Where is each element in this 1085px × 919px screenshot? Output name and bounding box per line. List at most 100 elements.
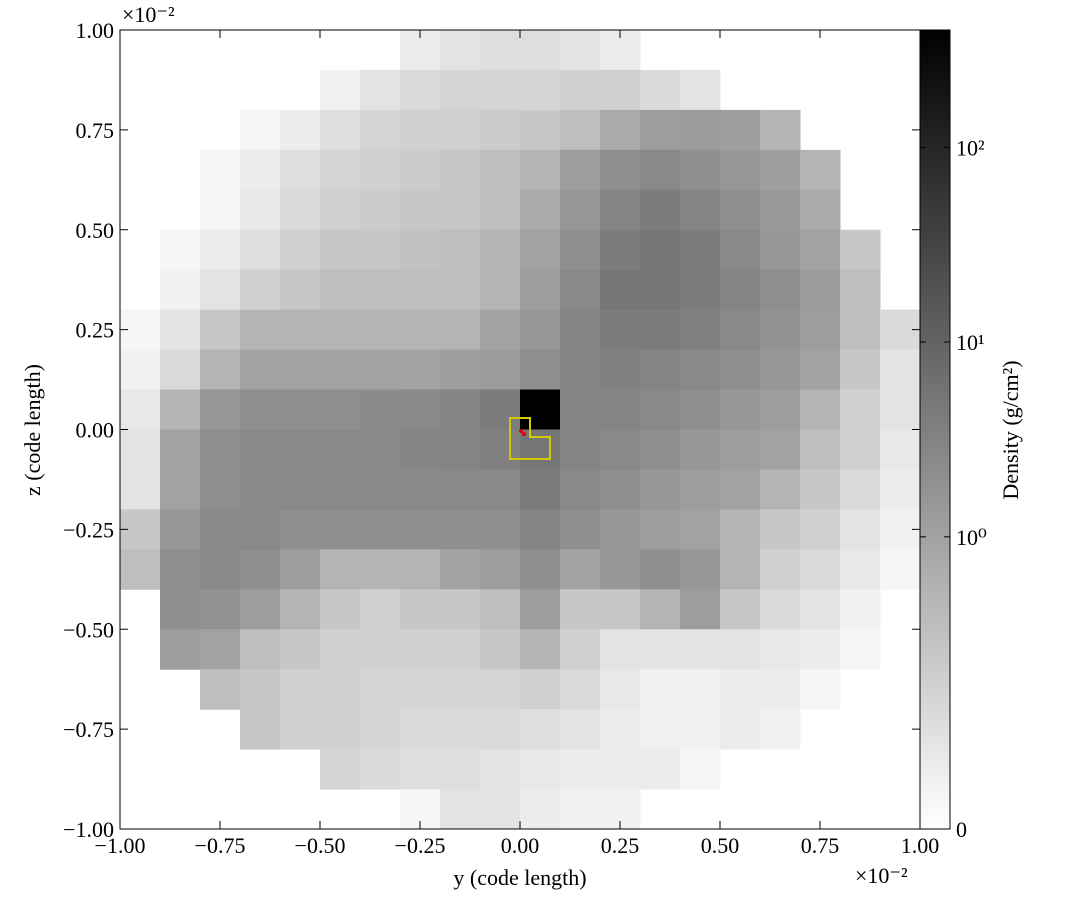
cell [520,549,561,590]
cell [680,749,721,790]
x-tick-label: 1.00 [901,833,940,858]
cell [520,229,561,271]
cell [640,269,681,311]
cell [720,589,761,630]
cell [800,349,841,391]
cell [200,429,241,470]
cell [320,509,361,550]
cell [640,429,681,470]
cell [400,309,441,351]
cell [280,229,321,271]
cell [720,549,761,590]
cell [320,429,361,470]
colorbar-tick-label: 10⁰ [956,525,987,550]
cell [560,309,601,351]
cell [320,149,361,191]
cell [240,429,281,470]
cell [760,349,801,391]
cell [320,549,361,590]
cell [240,269,281,311]
cell [480,789,521,830]
cell [600,549,641,590]
cell [360,429,401,470]
cell [360,549,401,590]
cell [440,269,481,311]
cell [600,109,641,151]
cell [560,669,601,710]
cell [640,189,681,231]
cell [400,269,441,311]
y-tick-label: 1.00 [76,18,115,43]
cell [840,589,881,630]
cell [200,549,241,590]
cell [600,189,641,231]
cell [440,549,481,590]
cell [280,269,321,311]
cell [440,469,481,510]
cell [760,709,801,750]
cell [760,469,801,510]
x-tick-label: −0.25 [395,833,446,858]
cell [240,389,281,430]
cell [320,189,361,231]
cell [760,549,801,590]
cell [600,149,641,191]
cell [240,629,281,670]
cell [200,189,241,231]
cell [240,669,281,710]
cell [680,469,721,510]
cell [720,309,761,351]
cell [720,629,761,670]
cell [560,469,601,510]
cell [640,109,681,151]
x-tick-label: −0.50 [295,833,346,858]
cell [520,629,561,670]
cell [640,669,681,710]
cell [400,589,441,630]
cell [240,189,281,231]
cell [280,429,321,470]
cell [320,749,361,790]
cell [280,589,321,630]
cell [600,509,641,550]
colorbar-tick-label: 0 [956,817,967,842]
cell [480,349,521,391]
cell [400,509,441,550]
cell [640,309,681,351]
cell [480,509,521,550]
annotation-box [509,417,551,460]
cell [760,509,801,550]
cell [520,509,561,550]
y-tick-label: −0.25 [63,517,114,542]
x-tick-label: −0.75 [195,833,246,858]
cell [600,69,641,111]
cell [840,349,881,391]
cell [440,69,481,111]
cell [760,629,801,670]
cell [400,149,441,191]
cell [880,549,921,590]
cell [800,589,841,630]
cell [720,149,761,191]
cell [440,749,481,790]
cell [200,669,241,710]
cell [480,669,521,710]
cell [520,789,561,830]
cell [360,149,401,191]
cell [280,389,321,430]
cell [640,229,681,271]
cell [400,709,441,750]
cell [320,109,361,151]
cell [480,549,521,590]
cell [320,269,361,311]
cell [320,629,361,670]
cell [280,349,321,391]
cell [440,629,481,670]
cell [400,629,441,670]
cell [840,389,881,430]
cell [600,269,641,311]
cell [280,149,321,191]
cell [520,30,561,71]
cell [480,149,521,191]
